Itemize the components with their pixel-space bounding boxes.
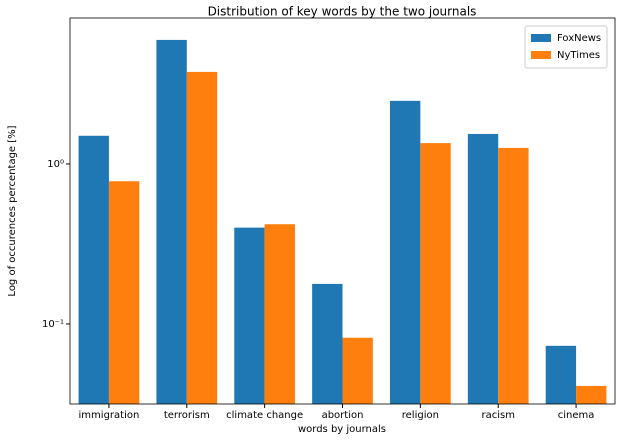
bar (420, 143, 451, 404)
x-tick-label: racism (481, 410, 514, 421)
bar (342, 337, 373, 404)
x-tick-label: immigration (79, 410, 140, 421)
bar (498, 147, 529, 405)
y-axis-label: Log of occurences percentage [%] (7, 125, 18, 296)
x-tick-label: terrorism (164, 410, 210, 421)
legend-swatch (531, 34, 551, 42)
chart-title: Distribution of key words by the two jou… (208, 5, 477, 19)
bar (264, 224, 296, 404)
x-tick-label: cinema (558, 410, 595, 421)
legend-label: NyTimes (557, 50, 600, 61)
bar (186, 71, 218, 405)
y-tick-label: 10⁰ (47, 159, 64, 170)
bar (545, 345, 577, 404)
x-tick-label: climate change (226, 410, 303, 421)
bar (576, 385, 607, 404)
x-axis-label: words by journals (298, 424, 386, 435)
bar (467, 133, 499, 404)
bar (389, 100, 421, 405)
bar (312, 283, 343, 404)
x-tick-label: religion (402, 410, 439, 421)
bar (108, 181, 140, 404)
y-tick-label: 10⁻¹ (42, 319, 64, 330)
legend-label: FoxNews (557, 33, 601, 44)
bar (78, 135, 109, 404)
bar (234, 227, 265, 404)
x-tick-label: abortion (322, 410, 364, 421)
legend-swatch (531, 51, 551, 59)
bar (156, 39, 187, 405)
